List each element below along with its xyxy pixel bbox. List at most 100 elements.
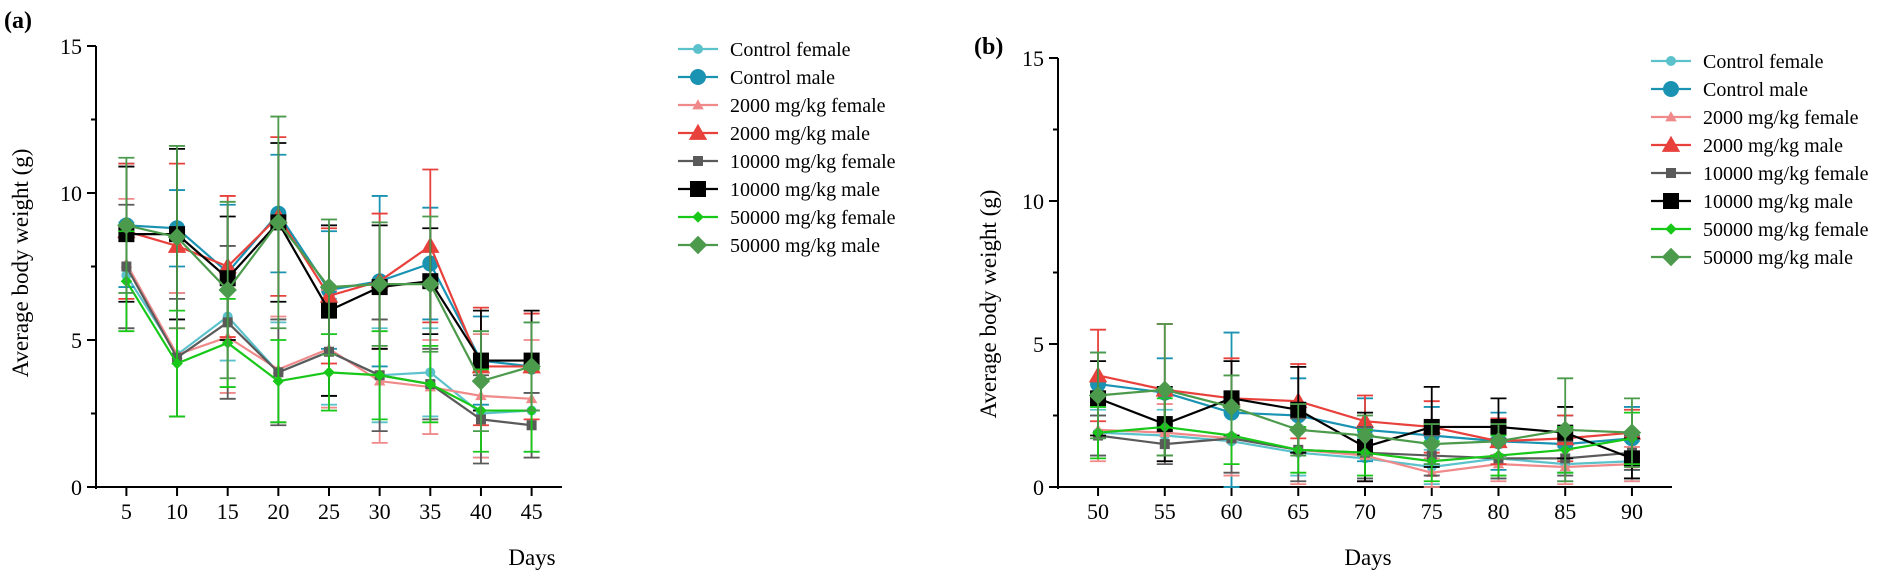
- legend-item-2000-mg-kg-female: 2000 mg/kg female: [1651, 107, 1859, 129]
- axes-a: 0 5 10 15 5 10 15 20 25 30 35 40 45: [60, 34, 562, 524]
- plot-area-b: [1088, 323, 1642, 488]
- data-point-50000-mg-kg-male: [1556, 420, 1575, 439]
- x-tick-label: 70: [1354, 499, 1376, 524]
- y-tick-label: 15: [1022, 46, 1044, 71]
- x-axis-title-b: Days: [1344, 545, 1391, 570]
- legend-label: 2000 mg/kg male: [730, 123, 870, 145]
- data-point-50000-mg-kg-male: [167, 227, 187, 247]
- data-point-50000-mg-kg-male: [1355, 426, 1375, 445]
- legend-label: 50000 mg/kg male: [730, 235, 880, 257]
- legend-item-50000-mg-kg-male: 50000 mg/kg male: [1651, 247, 1853, 269]
- data-point-50000-mg-kg-female: [323, 366, 335, 379]
- legend-marker: [1661, 247, 1681, 267]
- plot-area-a: [117, 115, 541, 465]
- data-point-50000-mg-kg-male: [218, 280, 237, 300]
- x-tick-label: 25: [318, 499, 340, 524]
- legend-label: 50000 mg/kg female: [730, 207, 896, 229]
- x-tick-label: 40: [470, 499, 492, 524]
- y-tick-label: 10: [1022, 189, 1044, 214]
- panel-b: (b) Average body weight (g) Days 0 5 10 15 5…: [974, 34, 1869, 570]
- legend-label: 50000 mg/kg female: [1703, 219, 1869, 241]
- x-tick-label: 65: [1287, 499, 1309, 524]
- legend-label: Control male: [730, 67, 835, 89]
- legend-label: 2000 mg/kg male: [1703, 135, 1843, 157]
- legend-marker: [693, 156, 703, 166]
- x-tick-label: 10: [166, 499, 188, 524]
- data-point-50000-mg-kg-male: [1622, 423, 1642, 442]
- x-tick-label: 75: [1421, 499, 1443, 524]
- data-point-50000-mg-kg-female: [373, 369, 386, 382]
- legend-item-control-female: Control female: [678, 39, 851, 61]
- x-axis-title-a: Days: [508, 545, 555, 570]
- y-tick-label: 10: [60, 181, 82, 206]
- legend-item-10000-mg-kg-female: 10000 mg/kg female: [1651, 163, 1869, 185]
- legend-item-10000-mg-kg-female: 10000 mg/kg female: [678, 151, 896, 173]
- legend-marker: [690, 69, 706, 85]
- legend-label: 10000 mg/kg male: [730, 179, 880, 201]
- legend-item-2000-mg-kg-male: 2000 mg/kg male: [1651, 135, 1843, 157]
- data-point-50000-mg-kg-male: [370, 274, 389, 294]
- legend-label: 10000 mg/kg male: [1703, 191, 1853, 213]
- panel-a: (a) Average body weight (g) Days 0 5 10 15 5…: [4, 8, 896, 570]
- y-tick-label: 5: [1033, 332, 1044, 357]
- legend-label: 50000 mg/kg male: [1703, 247, 1853, 269]
- data-point-50000-mg-kg-male: [522, 357, 541, 376]
- data-point-50000-mg-kg-male: [269, 213, 288, 232]
- legend-item-10000-mg-kg-male: 10000 mg/kg male: [1651, 191, 1853, 213]
- legend-item-control-female: Control female: [1651, 51, 1824, 73]
- x-tick-label: 15: [217, 499, 239, 524]
- data-point-50000-mg-kg-male: [1155, 380, 1174, 399]
- data-point-50000-mg-kg-male: [1222, 397, 1241, 417]
- legend-item-control-male: Control male: [678, 67, 835, 89]
- legend-item-2000-mg-kg-male: 2000 mg/kg male: [678, 123, 870, 145]
- x-tick-label: 45: [521, 499, 543, 524]
- legend-label: Control female: [1703, 51, 1824, 73]
- legend-marker: [688, 123, 708, 140]
- data-point-50000-mg-kg-male: [117, 216, 136, 235]
- legend-marker: [1663, 81, 1679, 97]
- legend-marker: [1665, 111, 1677, 122]
- x-tick-label: 80: [1487, 499, 1509, 524]
- legend-marker: [693, 44, 703, 54]
- data-point-50000-mg-kg-male: [1422, 434, 1441, 454]
- legend-label: 10000 mg/kg female: [1703, 163, 1869, 185]
- legend-item-control-male: Control male: [1651, 79, 1808, 101]
- data-point-50000-mg-kg-female: [424, 378, 437, 390]
- y-tick-label: 0: [71, 475, 82, 500]
- legend-marker: [692, 99, 704, 110]
- legend-label: 2000 mg/kg female: [1703, 107, 1859, 129]
- data-point-50000-mg-kg-female: [171, 357, 183, 370]
- panel-label-a: (a): [4, 8, 32, 34]
- legend-label: Control female: [730, 39, 851, 61]
- legend-b: Control female Control male 2000 mg/kg fem…: [1651, 51, 1869, 269]
- legend-marker: [1663, 193, 1679, 209]
- data-point-50000-mg-kg-male: [421, 274, 440, 294]
- x-tick-label: 35: [419, 499, 441, 524]
- y-tick-label: 5: [71, 328, 82, 353]
- legend-marker: [690, 181, 706, 197]
- legend-label: Control male: [1703, 79, 1808, 101]
- legend-marker: [688, 235, 708, 255]
- y-axis-title-a: Average body weight (g): [8, 149, 33, 378]
- data-point-50000-mg-kg-female: [272, 375, 285, 387]
- series-50000-mg-kg-male: [117, 115, 541, 433]
- legend-marker: [692, 211, 704, 223]
- x-tick-label: 50: [1087, 499, 1109, 524]
- legend-label: 10000 mg/kg female: [730, 151, 896, 173]
- panel-label-b: (b): [974, 34, 1003, 60]
- y-tick-label: 15: [60, 34, 82, 59]
- x-tick-label: 5: [121, 499, 132, 524]
- legend-marker: [1665, 223, 1677, 235]
- x-tick-label: 55: [1154, 499, 1176, 524]
- legend-label: 2000 mg/kg female: [730, 95, 886, 117]
- legend-item-10000-mg-kg-male: 10000 mg/kg male: [678, 179, 880, 201]
- legend-a: Control female Control male 2000 mg/kg fem…: [678, 39, 896, 257]
- y-axis-title-b: Average body weight (g): [976, 190, 1001, 419]
- data-point-50000-mg-kg-male: [1088, 386, 1108, 405]
- x-tick-label: 90: [1621, 499, 1643, 524]
- data-point-50000-mg-kg-male: [471, 371, 491, 391]
- data-point-50000-mg-kg-male: [319, 277, 339, 297]
- legend-item-50000-mg-kg-female: 50000 mg/kg female: [1651, 219, 1869, 241]
- legend-item-2000-mg-kg-female: 2000 mg/kg female: [678, 95, 886, 117]
